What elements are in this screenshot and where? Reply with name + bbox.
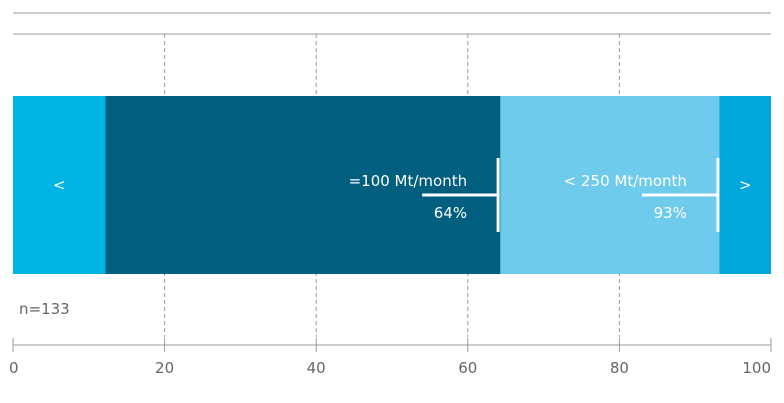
x-tick-label-40: 40 [307,359,326,377]
bar-segment-2 [105,96,501,274]
marker-label-1: =100 Mt/month [349,172,468,190]
x-tick-label-20: 20 [155,359,174,377]
marker-value-2: 93% [654,204,687,222]
percentile-markers: =100 Mt/month 64% < 250 Mt/month 93% [349,158,720,232]
sample-size-note: n=133 [19,300,70,318]
x-tick-label-0: 0 [9,359,19,377]
x-tick-label-60: 60 [458,359,477,377]
segment-label-1: < [53,176,66,194]
bar-segment-1 [13,96,106,274]
marker-value-1: 64% [434,204,467,222]
x-axis: 0 20 40 60 80 100 [9,338,772,377]
segment-label-4: > [739,176,752,194]
bar-segment-3 [500,96,720,274]
x-tick-label-80: 80 [610,359,629,377]
marker-label-2: < 250 Mt/month [564,172,687,190]
gridlines [164,34,620,337]
bar-segments: < > [13,96,771,274]
x-tick-label-100: 100 [742,359,771,377]
bar-segment-4 [719,96,771,274]
